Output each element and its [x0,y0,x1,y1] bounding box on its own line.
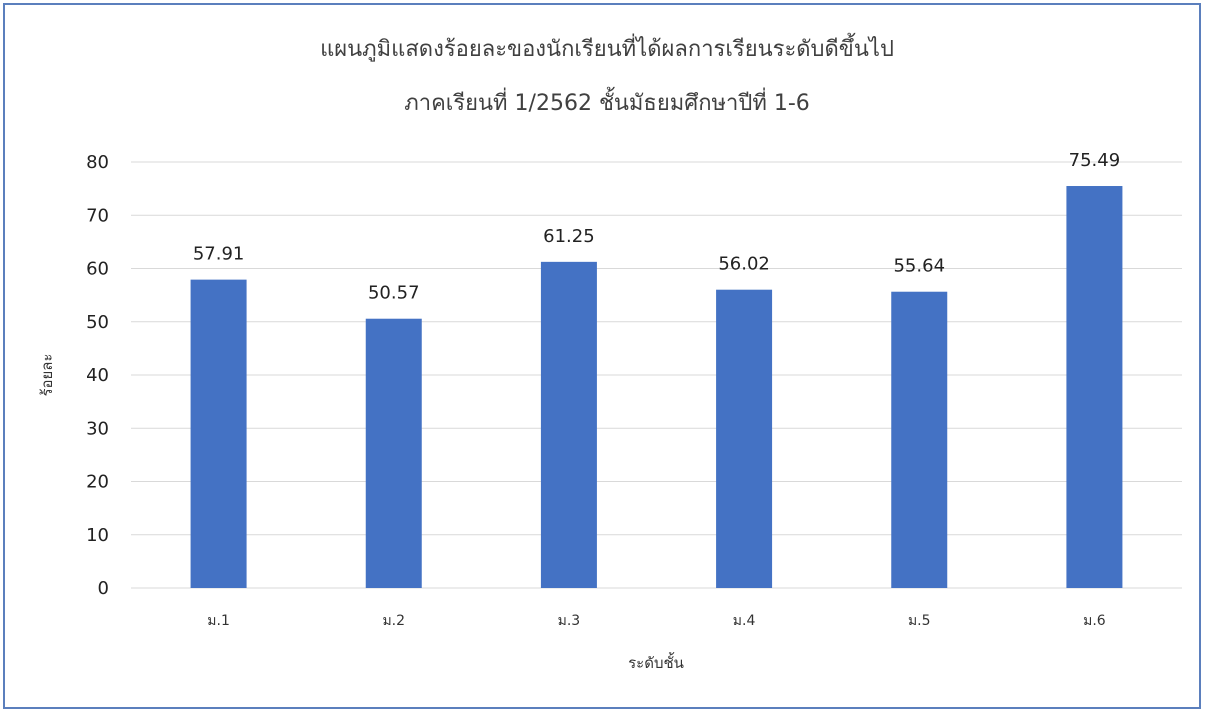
y-axis-ticks: 0 10 20 30 40 50 60 70 80 [86,152,109,599]
bar [716,289,773,588]
x-tick-label: ม.1 [207,613,230,629]
bar [1066,186,1123,588]
gridlines [131,161,1182,589]
bar [365,318,422,588]
bar [540,261,597,588]
y-tick-label: 60 [86,259,109,280]
x-tick-label: ม.3 [558,613,581,629]
data-label: 55.64 [893,256,945,277]
bars [190,186,1123,588]
bar [891,291,948,588]
y-tick-label: 80 [86,152,109,173]
data-label: 57.91 [193,244,245,265]
chart-title: แผนภูมิแสดงร้อยละของนักเรียนที่ได้ผลการเ… [320,33,894,62]
x-tick-label: ม.2 [382,613,405,629]
y-tick-label: 20 [86,472,109,493]
x-tick-label: ม.4 [733,613,756,629]
y-tick-label: 40 [86,365,109,386]
bar [190,279,247,588]
x-tick-label: ม.5 [908,613,931,629]
y-tick-label: 10 [86,525,109,546]
y-tick-label: 50 [86,312,109,333]
data-label: 75.49 [1069,150,1121,171]
y-tick-label: 0 [98,578,109,599]
data-label: 61.25 [543,226,595,247]
x-axis-label: ระดับชั้น [628,652,684,672]
y-tick-label: 70 [86,205,109,226]
data-label: 50.57 [368,283,420,304]
data-labels: 57.91 50.57 61.25 56.02 55.64 75.49 [193,150,1120,304]
chart-subtitle: ภาคเรียนที่ 1/2562 ชั้นมัธยมศึกษาปีที่ 1… [404,87,810,116]
y-tick-label: 30 [86,418,109,439]
x-axis-ticks: ม.1 ม.2 ม.3 ม.4 ม.5 ม.6 [207,613,1106,629]
data-label: 56.02 [718,254,770,275]
y-axis-label: ร้อยละ [38,353,56,396]
x-tick-label: ม.6 [1083,613,1106,629]
